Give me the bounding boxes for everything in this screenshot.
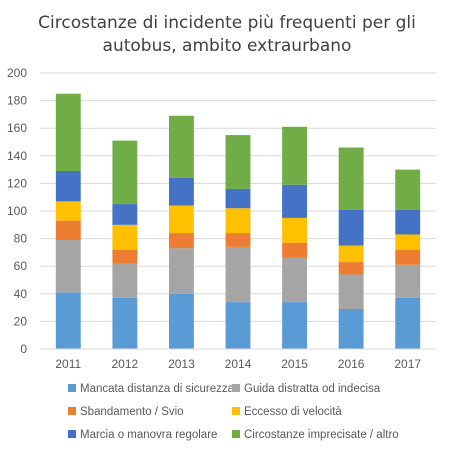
bar-segment-2012-series-4 bbox=[112, 224, 138, 250]
chart-title-line-1: Circostanze di incidente più frequenti p… bbox=[38, 13, 416, 33]
bar-segment-2015-series-6 bbox=[282, 126, 308, 185]
legend-swatch bbox=[68, 384, 76, 392]
bar-segment-2012-series-3 bbox=[112, 249, 138, 264]
bar-segment-2017-series-4 bbox=[395, 234, 421, 250]
bar-segment-2014-series-2 bbox=[225, 246, 251, 303]
bar-segment-2016-series-5 bbox=[338, 209, 364, 246]
y-tick-label: 120 bbox=[7, 176, 27, 190]
bars bbox=[55, 93, 421, 349]
bar-segment-2012-series-6 bbox=[112, 140, 138, 205]
legend-label: Mancata distanza di sicurezza bbox=[80, 383, 235, 395]
legend-swatch bbox=[68, 430, 76, 438]
legend: Mancata distanza di sicurezza Guida distr… bbox=[68, 383, 399, 441]
bar-segment-2013-series-2 bbox=[168, 248, 194, 294]
y-tick-label: 20 bbox=[14, 314, 28, 328]
y-tick-label: 60 bbox=[14, 259, 28, 273]
legend-item: Sbandamento / Svio bbox=[68, 406, 184, 418]
bar-segment-2015-series-4 bbox=[282, 217, 308, 243]
bar-segment-2014-series-6 bbox=[225, 135, 251, 189]
bar-segment-2013-series-4 bbox=[168, 205, 194, 234]
bar-segment-2013-series-3 bbox=[168, 233, 194, 249]
x-tick-label: 2015 bbox=[281, 357, 308, 371]
bar-segment-2017-series-3 bbox=[395, 249, 421, 265]
x-tick-label: 2011 bbox=[55, 357, 81, 371]
x-tick-label: 2012 bbox=[112, 357, 139, 371]
x-tick-label: 2017 bbox=[394, 357, 421, 371]
bar-segment-2012-series-2 bbox=[112, 263, 138, 298]
y-tick-label: 200 bbox=[7, 66, 27, 80]
bar-segment-2016-series-4 bbox=[338, 245, 364, 263]
bar-segment-2014-series-4 bbox=[225, 208, 251, 234]
legend-item: Circostanze imprecisate / altro bbox=[232, 429, 399, 441]
bar-segment-2011-series-1 bbox=[55, 292, 81, 349]
bar-segment-2011-series-5 bbox=[55, 170, 81, 202]
y-tick-label: 40 bbox=[14, 287, 28, 301]
legend-label: Circostanze imprecisate / altro bbox=[244, 429, 399, 441]
bar-segment-2014-series-3 bbox=[225, 233, 251, 247]
legend-item: Eccesso di velocità bbox=[232, 406, 342, 418]
bar-segment-2016-series-1 bbox=[338, 308, 364, 349]
bar-segment-2012-series-5 bbox=[112, 204, 138, 225]
chart-title: Circostanze di incidente più frequenti p… bbox=[38, 13, 416, 56]
y-axis: 0 20 40 60 80 100 120 140 160 180 200 bbox=[7, 66, 27, 356]
bar-segment-2017-series-5 bbox=[395, 209, 421, 235]
legend-swatch bbox=[232, 384, 240, 392]
bar-segment-2017-series-2 bbox=[395, 264, 421, 298]
x-axis: 2011 2012 2013 2014 2015 2016 2017 bbox=[55, 357, 421, 371]
bar-segment-2015-series-2 bbox=[282, 257, 308, 303]
bar-segment-2014-series-1 bbox=[225, 302, 251, 349]
bar-segment-2013-series-1 bbox=[168, 293, 194, 349]
legend-label: Marcia o manovra regolare bbox=[80, 429, 217, 441]
bar-segment-2014-series-5 bbox=[225, 188, 251, 209]
x-tick-label: 2014 bbox=[225, 357, 252, 371]
bar-segment-2013-series-5 bbox=[168, 177, 194, 206]
legend-swatch bbox=[232, 430, 240, 438]
bar-segment-2012-series-1 bbox=[112, 297, 138, 349]
y-tick-label: 100 bbox=[7, 204, 27, 218]
bar-segment-2017-series-1 bbox=[395, 297, 421, 349]
legend-label: Guida distratta od indecisa bbox=[244, 383, 381, 395]
x-tick-label: 2013 bbox=[168, 357, 195, 371]
legend-item: Marcia o manovra regolare bbox=[68, 429, 217, 441]
bar-segment-2016-series-2 bbox=[338, 274, 364, 309]
y-tick-label: 80 bbox=[14, 232, 28, 246]
bar-segment-2015-series-1 bbox=[282, 302, 308, 349]
bar-segment-2011-series-4 bbox=[55, 201, 81, 221]
chart-title-line-2: autobus, ambito extraurbano bbox=[103, 36, 352, 56]
legend-item: Guida distratta od indecisa bbox=[232, 383, 381, 395]
legend-swatch bbox=[232, 407, 240, 415]
bar-segment-2016-series-6 bbox=[338, 147, 364, 210]
bar-segment-2011-series-6 bbox=[55, 93, 81, 171]
y-tick-label: 160 bbox=[7, 121, 27, 135]
bar-segment-2015-series-5 bbox=[282, 184, 308, 218]
bar-segment-2015-series-3 bbox=[282, 242, 308, 258]
bar-segment-2017-series-6 bbox=[395, 169, 421, 210]
bar-segment-2011-series-2 bbox=[55, 239, 81, 293]
bar-segment-2013-series-6 bbox=[168, 115, 194, 178]
x-tick-label: 2016 bbox=[338, 357, 365, 371]
legend-item: Mancata distanza di sicurezza bbox=[68, 383, 235, 395]
legend-swatch bbox=[68, 407, 76, 415]
y-tick-label: 0 bbox=[20, 342, 27, 356]
bar-segment-2011-series-3 bbox=[55, 220, 81, 240]
legend-label: Sbandamento / Svio bbox=[80, 406, 184, 418]
legend-label: Eccesso di velocità bbox=[244, 406, 342, 418]
y-tick-label: 180 bbox=[7, 94, 27, 108]
bar-segment-2016-series-3 bbox=[338, 262, 364, 275]
y-tick-label: 140 bbox=[7, 149, 27, 163]
